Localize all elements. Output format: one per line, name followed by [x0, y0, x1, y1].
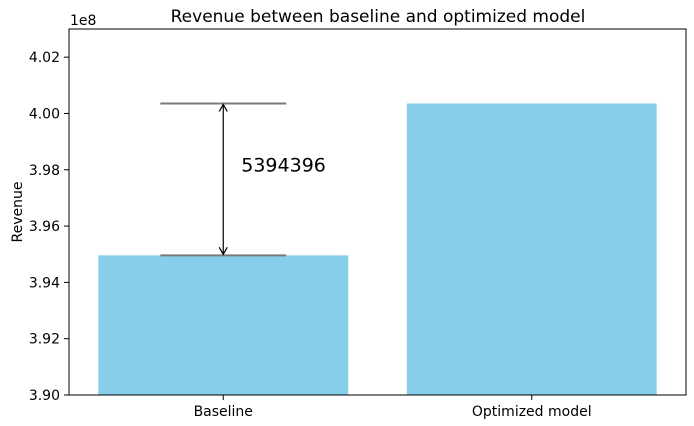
bar-optimized-model [406, 103, 657, 396]
y-tick-label: 3.98 [29, 163, 60, 179]
bar-baseline [98, 255, 349, 395]
difference-label: 5394396 [241, 154, 326, 176]
y-axis-offset-label: 1e8 [70, 13, 96, 29]
x-tick-label: Optimized model [472, 404, 592, 420]
plot-frame [68, 28, 687, 396]
difference-arrow-head-top [218, 103, 228, 112]
x-tick-label: Baseline [194, 404, 253, 420]
y-tick-label: 3.96 [29, 219, 60, 235]
difference-arrow-head-bottom [218, 247, 228, 256]
y-tick-label: 4.02 [29, 50, 60, 66]
y-tick-label: 3.94 [29, 275, 60, 291]
bars-layer [98, 103, 657, 396]
difference-annotation: 5394396 [160, 102, 326, 257]
y-tick-label: 4.00 [29, 106, 60, 122]
x-axis: Baseline Optimized model [194, 395, 592, 420]
y-axis-label: Revenue [10, 182, 26, 243]
y-tick-label: 3.90 [29, 388, 60, 404]
y-axis: 3.90 3.92 3.94 3.96 3.98 4.00 4.02 [29, 50, 69, 404]
chart-title: Revenue between baseline and optimized m… [171, 7, 586, 27]
y-tick-label: 3.92 [29, 332, 60, 348]
